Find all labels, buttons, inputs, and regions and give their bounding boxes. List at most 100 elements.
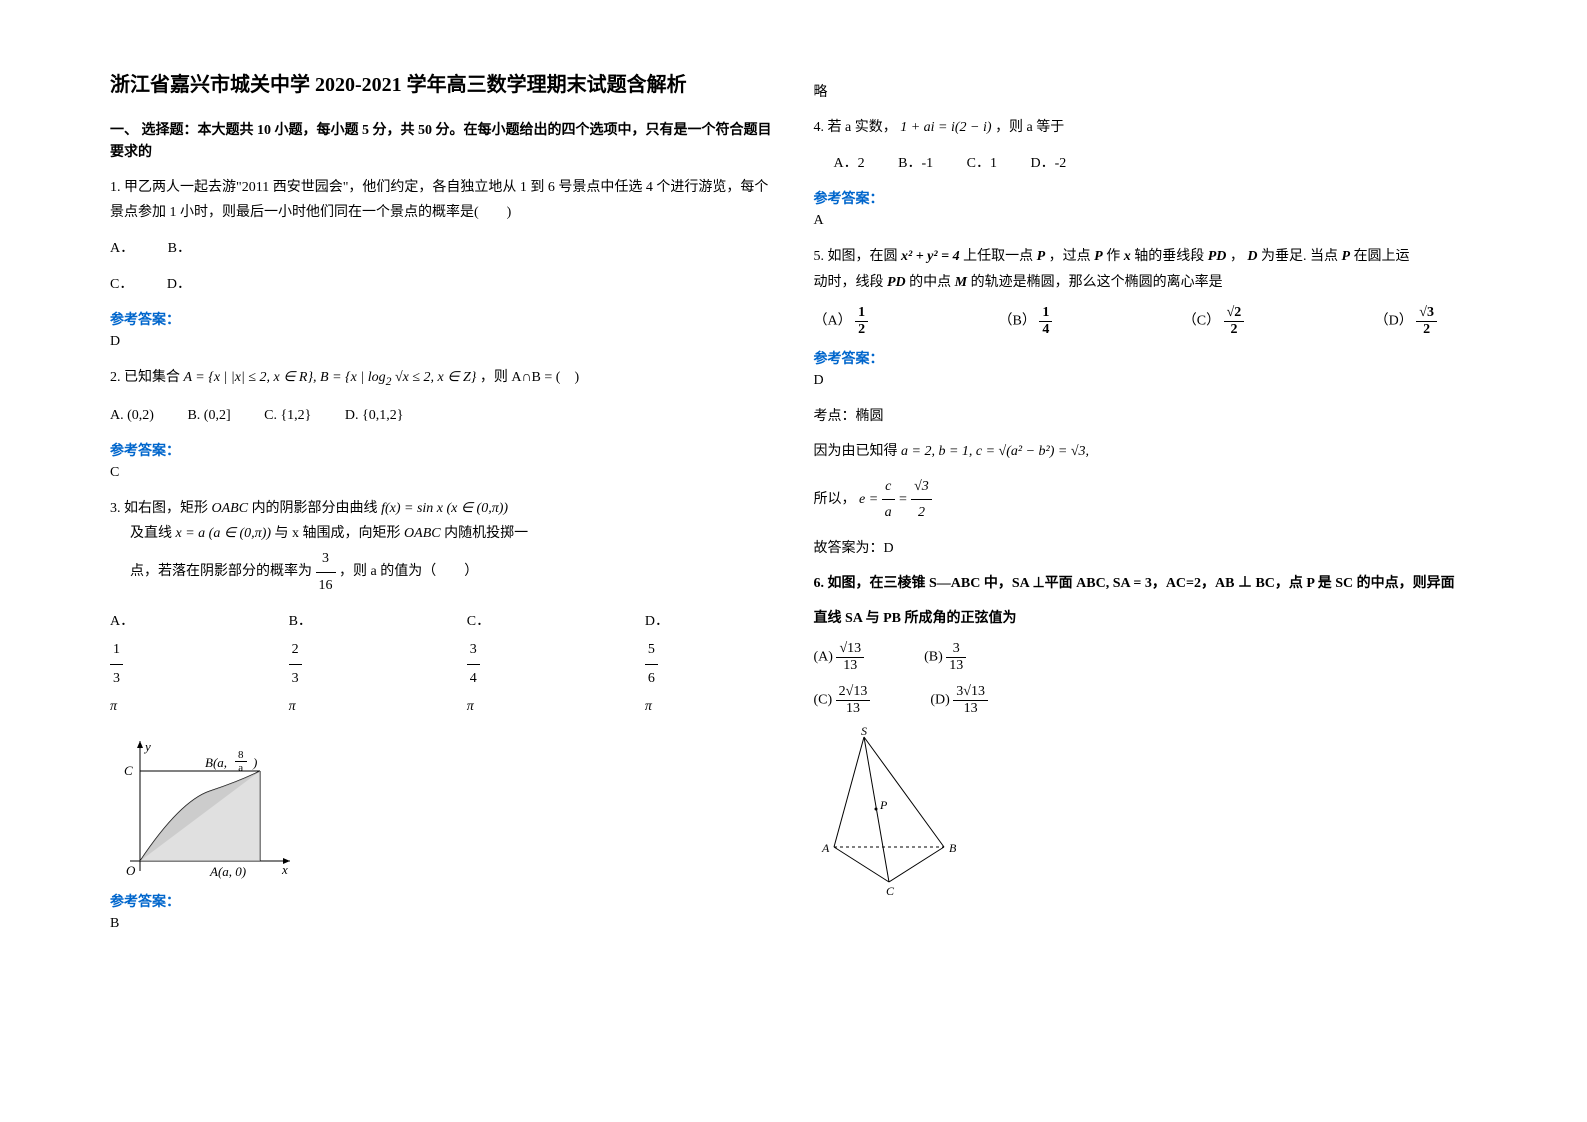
q6-optA: (A) √1313 <box>814 641 865 674</box>
q5-l1-mid: 上任取一点 <box>963 249 1037 264</box>
q3-line3: 点，若落在阴影部分的概率为 3 16 ，则 a 的值为（ ） <box>130 546 774 597</box>
q5-optB-den: 4 <box>1039 322 1052 338</box>
q4-options: A．2 B．-1 C．1 D．-2 <box>834 150 1478 178</box>
q5-exp2-cden: a <box>882 500 895 525</box>
q5-optA-frac: 12 <box>855 305 868 338</box>
q6-optD-frac: 3√1313 <box>953 684 988 717</box>
q6-optD-den: 13 <box>953 701 988 717</box>
q5-l1-post: 为垂足. 当点 <box>1261 249 1342 264</box>
q5-x: x <box>1124 249 1131 264</box>
q4-post: ，则 a 等于 <box>995 120 1064 135</box>
q5-options: （A） 12 （B） 14 （C） √22 （D） √32 <box>814 305 1478 338</box>
q6-optB-pre: (B) <box>924 650 946 665</box>
q5-optB-pre: （B） <box>999 313 1036 328</box>
q5-optC-frac: √22 <box>1224 305 1245 338</box>
q3-line1: 3. 如右图，矩形 OABC 内的阴影部分由曲线 f(x) = sin x (x… <box>110 496 774 521</box>
q4-pre: 4. 若 a 实数， <box>814 120 897 135</box>
q6-optD-num: 3√13 <box>953 684 988 701</box>
fig-A: A(a, 0) <box>209 864 246 879</box>
q5-optA-den: 2 <box>855 322 868 338</box>
q6-optD-pre: (D) <box>930 693 953 708</box>
q3-answer: B <box>110 916 774 932</box>
q5-exp2-f2: √32 <box>911 474 932 525</box>
q4-answer-label: 参考答案： <box>814 188 1478 208</box>
q1-text: 1. 甲乙两人一起去游"2011 西安世园会"，他们约定，各自独立地从 1 到 … <box>110 180 768 220</box>
q3-l3-post: ，则 a 的值为（ ） <box>339 564 478 579</box>
q6-optC-frac: 2√1313 <box>836 684 871 717</box>
q3-l2-pre: 及直线 <box>130 526 176 541</box>
fig6-P: P <box>879 798 888 812</box>
q4-optB: B．-1 <box>898 156 933 171</box>
fig6-A: A <box>821 841 830 855</box>
fig-B-num: 8 <box>235 749 247 762</box>
q4-expr: 1 + ai = i(2 − i) <box>900 120 991 135</box>
q3-optD-pre: D． <box>645 614 669 629</box>
q1-optB: B． <box>168 241 191 256</box>
q1-optD: D． <box>167 277 191 292</box>
q5-D: D <box>1247 249 1257 264</box>
q3-xa: x = a (a ∈ (0,π)) <box>176 526 272 541</box>
q6-optA-pre: (A) <box>814 650 837 665</box>
q6-optA-frac: √1313 <box>836 641 864 674</box>
q3-l1-mid: 内的阴影部分由曲线 <box>252 501 382 516</box>
q2-suffix: ，则 A∩B = ( ) <box>480 370 579 385</box>
q5-l2-pre: 动时，线段 <box>814 275 888 290</box>
q5-optA-pre: （A） <box>814 313 852 328</box>
q5-exp3: 故答案为：D <box>814 536 1478 561</box>
q3-optB-den: 3 <box>289 665 302 693</box>
q5-optC: （C） √22 <box>1183 305 1245 338</box>
q5-exp2-pre: 所以， <box>814 492 856 507</box>
q3-svg: y C B(a, 8a ) O A(a, 0) x <box>110 731 300 881</box>
q6-figure: S P A B C <box>814 727 1478 897</box>
q4-optC: C．1 <box>967 156 997 171</box>
fig6-S: S <box>861 727 867 738</box>
q5-l1-end: 在圆上运 <box>1354 249 1410 264</box>
q5-M: M <box>955 275 967 290</box>
q6-optB-frac: 313 <box>946 641 966 674</box>
q6-options-row1: (A) √1313 (B) 313 <box>814 641 1478 674</box>
q2-optA: A. (0,2) <box>110 408 154 423</box>
q5-exp2-rnum: √3 <box>911 474 932 500</box>
q5-P3: P <box>1342 249 1351 264</box>
q6-optA-num: √13 <box>836 641 864 658</box>
q5-exp2: 所以， e = ca = √32 <box>814 474 1478 525</box>
q3-optC-num: 3 <box>467 636 480 665</box>
q3-optA-num: 1 <box>110 636 123 665</box>
q3-frac: 3 16 <box>316 546 336 597</box>
q3-optC: C． 34 π <box>467 608 565 721</box>
fig-B-close: ) <box>252 755 257 770</box>
q1-options: A． B． <box>110 235 774 263</box>
q5-exp2-e: e = <box>859 492 882 507</box>
q3-frac-num: 3 <box>316 546 336 572</box>
q2-answer: C <box>110 465 774 481</box>
q3-optC-pi: π <box>467 699 474 714</box>
q2-options: A. (0,2) B. (0,2] C. {1,2} D. {0,1,2} <box>110 402 774 430</box>
q6-optB-den: 13 <box>946 658 966 674</box>
q5-l1-mid5: ， <box>1230 249 1244 264</box>
question-6-l1: 6. 如图，在三棱锥 S—ABC 中，SA ⊥平面 ABC, SA = 3，AC… <box>814 571 1478 596</box>
q5-PD: PD <box>1208 249 1227 264</box>
q1-optA: A． <box>110 241 134 256</box>
q1-answer-label: 参考答案： <box>110 309 774 329</box>
page-title: 浙江省嘉兴市城关中学 2020-2021 学年高三数学理期末试题含解析 <box>110 70 774 100</box>
q3-answer-label: 参考答案： <box>110 891 774 911</box>
q3-oabc2: OABC <box>404 526 441 541</box>
fig6-C: C <box>886 884 895 897</box>
q3-optD-frac: 56 <box>645 636 688 693</box>
q5-optC-pre: （C） <box>1183 313 1220 328</box>
q5-l2-post: 的轨迹是椭圆，那么这个椭圆的离心率是 <box>971 275 1223 290</box>
q5-l2-mid: 的中点 <box>909 275 955 290</box>
q2-optB: B. (0,2] <box>187 408 230 423</box>
q3-frac-den: 16 <box>316 573 336 598</box>
question-5: 5. 如图，在圆 x² + y² = 4 上任取一点 P ，过点 P 作 x 轴… <box>814 244 1478 294</box>
q3-optA-den: 3 <box>110 665 123 693</box>
q5-l1-mid3: 作 <box>1106 249 1124 264</box>
q5-exp2-eq: = <box>898 492 911 507</box>
q6-optC-den: 13 <box>836 701 871 717</box>
fig6-B: B <box>949 841 957 855</box>
q5-optD-pre: （D） <box>1375 313 1413 328</box>
q3-options: A． 13 π B． 23 π C． 34 π D． 56 π <box>110 608 774 721</box>
q3-optA: A． 13 π <box>110 608 209 721</box>
q3-optB: B． 23 π <box>289 608 387 721</box>
q2-setA-post: √x ≤ 2, x ∈ Z} <box>391 370 476 385</box>
